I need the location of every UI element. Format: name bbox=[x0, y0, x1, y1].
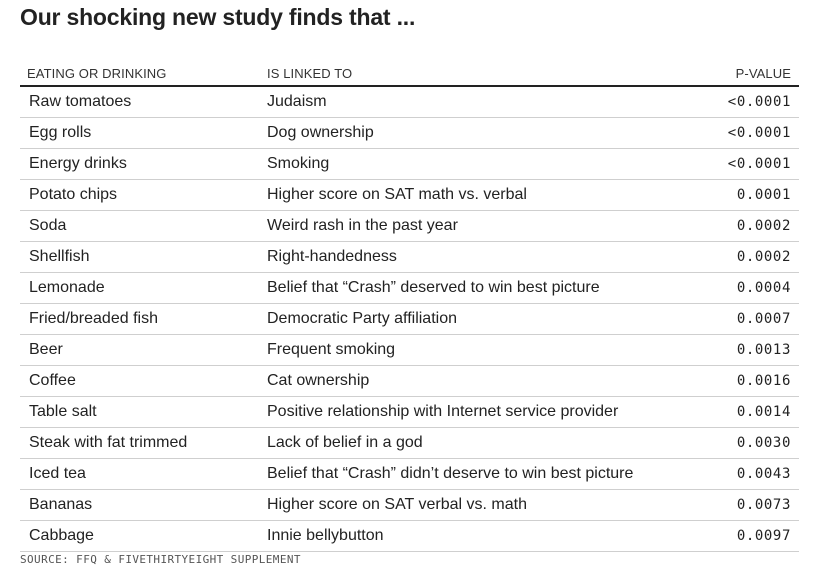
p-value-cell: 0.0004 bbox=[736, 280, 791, 296]
table-row: Egg rolls Dog ownership <0.0001 bbox=[20, 118, 799, 149]
linked-to-cell: Democratic Party affiliation bbox=[267, 310, 457, 327]
table-row: Raw tomatoes Judaism <0.0001 bbox=[20, 87, 799, 118]
food-cell: Bananas bbox=[29, 496, 93, 513]
table-row: Shellfish Right-handedness 0.0002 bbox=[20, 242, 799, 273]
food-cell: Energy drinks bbox=[29, 155, 127, 172]
table-row: Beer Frequent smoking 0.0013 bbox=[20, 335, 799, 366]
food-cell: Iced tea bbox=[29, 465, 86, 482]
linked-to-cell: Right-handedness bbox=[267, 248, 397, 265]
food-cell: Potato chips bbox=[29, 186, 118, 203]
food-cell: Coffee bbox=[29, 372, 76, 389]
p-value-cell: 0.0001 bbox=[736, 187, 791, 203]
food-cell: Soda bbox=[29, 217, 67, 234]
table-row: Lemonade Belief that “Crash” deserved to … bbox=[20, 273, 799, 304]
food-cell: Shellfish bbox=[29, 248, 90, 265]
table-row: Coffee Cat ownership 0.0016 bbox=[20, 366, 799, 397]
linked-to-cell: Weird rash in the past year bbox=[267, 217, 458, 234]
p-value-cell: 0.0016 bbox=[736, 373, 791, 389]
column-header-eating-or-drinking: EATING OR DRINKING bbox=[27, 66, 167, 81]
food-cell: Cabbage bbox=[29, 527, 94, 544]
chart-title: Our shocking new study finds that ... bbox=[20, 4, 416, 30]
food-cell: Table salt bbox=[29, 403, 97, 420]
table-row: Energy drinks Smoking <0.0001 bbox=[20, 149, 799, 180]
food-cell: Lemonade bbox=[29, 279, 105, 296]
p-value-cell: <0.0001 bbox=[727, 125, 791, 141]
table-row: Soda Weird rash in the past year 0.0002 bbox=[20, 211, 799, 242]
linked-to-cell: Smoking bbox=[267, 155, 330, 172]
linked-to-cell: Cat ownership bbox=[267, 372, 370, 389]
table-row: Iced tea Belief that “Crash” didn’t deser… bbox=[20, 459, 799, 490]
food-cell: Steak with fat trimmed bbox=[29, 434, 188, 451]
table-row: Bananas Higher score on SAT verbal vs. ma… bbox=[20, 490, 799, 521]
linked-to-cell: Positive relationship with Internet serv… bbox=[267, 403, 619, 420]
table-body: Raw tomatoes Judaism <0.0001 Egg rolls Dog o… bbox=[20, 87, 799, 552]
p-value-cell: <0.0001 bbox=[727, 94, 791, 110]
table-row: Potato chips Higher score on SAT math vs.… bbox=[20, 180, 799, 211]
linked-to-cell: Belief that “Crash” deserved to win best… bbox=[267, 279, 600, 296]
food-cell: Fried/breaded fish bbox=[29, 310, 158, 327]
results-table: EATING OR DRINKING IS LINKED TO P-VALUE … bbox=[20, 62, 799, 552]
p-value-cell: 0.0073 bbox=[736, 497, 791, 513]
linked-to-cell: Higher score on SAT verbal vs. math bbox=[267, 496, 527, 513]
p-value-cell: 0.0014 bbox=[736, 404, 791, 420]
linked-to-cell: Higher score on SAT math vs. verbal bbox=[267, 186, 527, 203]
column-header-is-linked-to: IS LINKED TO bbox=[267, 66, 353, 81]
food-cell: Raw tomatoes bbox=[29, 93, 132, 110]
linked-to-cell: Innie bellybutton bbox=[267, 527, 384, 544]
p-value-cell: 0.0097 bbox=[736, 528, 791, 544]
table-header: EATING OR DRINKING IS LINKED TO P-VALUE bbox=[20, 62, 799, 87]
p-value-cell: 0.0002 bbox=[736, 218, 791, 234]
p-value-cell: 0.0007 bbox=[736, 311, 791, 327]
linked-to-cell: Frequent smoking bbox=[267, 341, 396, 358]
table-row: Fried/breaded fish Democratic Party affil… bbox=[20, 304, 799, 335]
linked-to-cell: Lack of belief in a god bbox=[267, 434, 423, 451]
food-cell: Beer bbox=[29, 341, 63, 358]
source-note: SOURCE: FFQ & FIVETHIRTYEIGHT SUPPLEMENT bbox=[20, 553, 301, 566]
p-value-cell: 0.0013 bbox=[736, 342, 791, 358]
p-value-cell: 0.0030 bbox=[736, 435, 791, 451]
p-value-cell: 0.0043 bbox=[736, 466, 791, 482]
table-row: Cabbage Innie bellybutton 0.0097 bbox=[20, 521, 799, 552]
column-header-p-value: P-VALUE bbox=[735, 66, 791, 81]
table-row: Table salt Positive relationship with Int… bbox=[20, 397, 799, 428]
table-row: Steak with fat trimmed Lack of belief in … bbox=[20, 428, 799, 459]
food-cell: Egg rolls bbox=[29, 124, 92, 141]
p-value-cell: 0.0002 bbox=[736, 249, 791, 265]
linked-to-cell: Dog ownership bbox=[267, 124, 374, 141]
p-value-cell: <0.0001 bbox=[727, 156, 791, 172]
linked-to-cell: Belief that “Crash” didn’t deserve to wi… bbox=[267, 465, 634, 482]
linked-to-cell: Judaism bbox=[267, 93, 327, 110]
